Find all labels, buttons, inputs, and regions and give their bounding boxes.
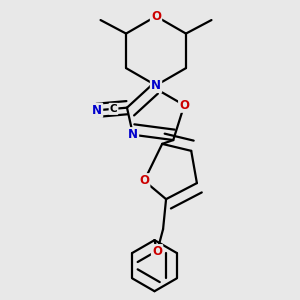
Text: O: O bbox=[139, 174, 149, 187]
Text: N: N bbox=[128, 128, 138, 141]
Text: N: N bbox=[151, 79, 161, 92]
Text: O: O bbox=[152, 245, 162, 258]
Text: C: C bbox=[110, 104, 117, 114]
Text: O: O bbox=[179, 99, 189, 112]
Text: N: N bbox=[92, 104, 102, 117]
Text: O: O bbox=[151, 10, 161, 23]
